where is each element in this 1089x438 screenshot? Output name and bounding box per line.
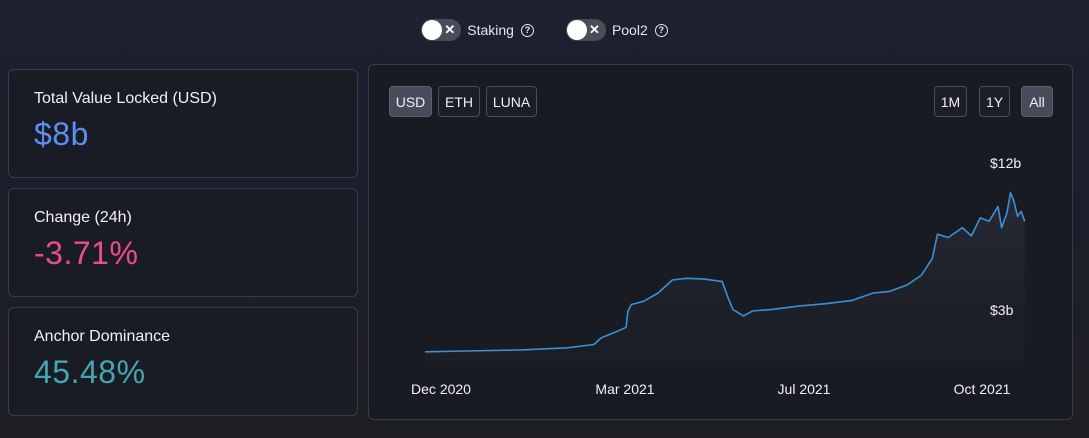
staking-label: Staking xyxy=(467,22,514,38)
pool2-switch[interactable]: ✕ xyxy=(565,19,606,41)
currency-eth-button[interactable]: ETH xyxy=(438,86,480,117)
x-tick-label: Oct 2021 xyxy=(953,381,1011,397)
change-card: Change (24h) -3.71% xyxy=(8,188,358,297)
staking-switch[interactable]: ✕ xyxy=(421,19,462,41)
range-1y-button[interactable]: 1Y xyxy=(979,86,1010,117)
staking-toggle[interactable]: ✕ Staking ? xyxy=(421,19,534,41)
pool2-toggle[interactable]: ✕ Pool2 ? xyxy=(565,19,668,41)
y-tick-label: $3b xyxy=(990,302,1014,318)
currency-luna-button[interactable]: LUNA xyxy=(486,86,537,117)
pool2-label: Pool2 xyxy=(611,22,648,38)
tvl-label: Total Value Locked (USD) xyxy=(34,90,217,107)
range-1m-button[interactable]: 1M xyxy=(934,86,967,117)
change-value: -3.71% xyxy=(34,235,139,271)
currency-usd-button[interactable]: USD xyxy=(389,86,432,117)
dominance-label: Anchor Dominance xyxy=(34,328,171,345)
tvl-line xyxy=(424,191,1026,353)
tvl-chart xyxy=(424,191,1026,361)
x-icon: ✕ xyxy=(589,22,600,37)
chart-panel: USD ETH LUNA 1M 1Y All $12b $3b Dec 2020… xyxy=(368,64,1073,420)
tvl-area xyxy=(425,192,1025,361)
range-all-button[interactable]: All xyxy=(1021,86,1053,117)
change-label: Change (24h) xyxy=(34,209,132,226)
x-tick-label: Jul 2021 xyxy=(777,381,831,397)
tvl-value: $8b xyxy=(34,116,89,152)
dominance-card: Anchor Dominance 45.48% xyxy=(8,307,358,416)
switch-knob xyxy=(422,20,443,40)
toggle-row: ✕ Staking ? ✕ Pool2 ? xyxy=(0,19,1089,41)
help-icon[interactable]: ? xyxy=(520,23,534,37)
y-tick-label: $12b xyxy=(990,155,1022,171)
x-icon: ✕ xyxy=(444,22,456,37)
switch-knob xyxy=(566,20,587,40)
x-tick-label: Dec 2020 xyxy=(411,381,471,397)
x-tick-label: Mar 2021 xyxy=(595,381,655,397)
tvl-card: Total Value Locked (USD) $8b xyxy=(8,69,358,178)
help-icon[interactable]: ? xyxy=(654,23,668,37)
dominance-value: 45.48% xyxy=(34,354,146,390)
